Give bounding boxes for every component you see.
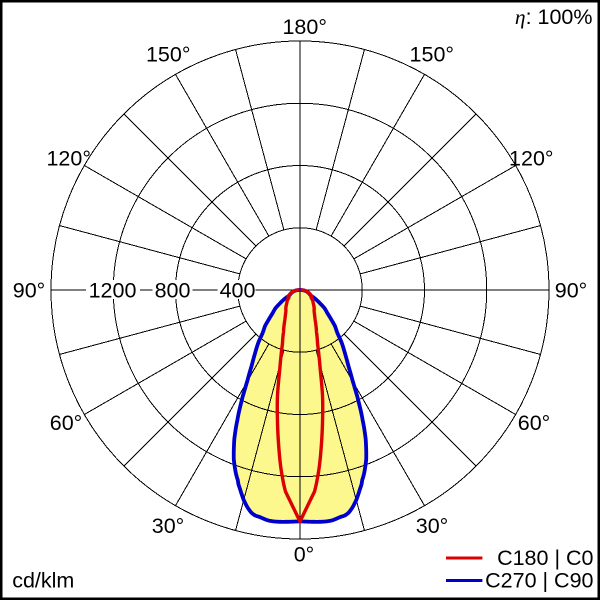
svg-text:180°: 180° bbox=[282, 15, 326, 39]
svg-text:1200: 1200 bbox=[89, 279, 137, 303]
svg-text:60°: 60° bbox=[50, 411, 83, 435]
svg-text:400: 400 bbox=[220, 279, 256, 303]
svg-text:0°: 0° bbox=[294, 543, 315, 567]
svg-text:90°: 90° bbox=[13, 279, 46, 303]
svg-text:120°: 120° bbox=[46, 146, 90, 170]
svg-text:30°: 30° bbox=[152, 514, 185, 538]
svg-text:η: 100%: η: 100% bbox=[515, 5, 593, 29]
svg-text:60°: 60° bbox=[518, 411, 551, 435]
svg-text:C180 | C0: C180 | C0 bbox=[497, 546, 593, 570]
svg-text:C270 | C90: C270 | C90 bbox=[485, 569, 593, 593]
svg-text:90°: 90° bbox=[555, 279, 588, 303]
svg-text:120°: 120° bbox=[509, 146, 553, 170]
svg-text:150°: 150° bbox=[146, 43, 190, 67]
svg-text:30°: 30° bbox=[416, 514, 449, 538]
svg-text:800: 800 bbox=[155, 279, 191, 303]
svg-text:150°: 150° bbox=[410, 43, 454, 67]
svg-text:cd/klm: cd/klm bbox=[12, 569, 74, 593]
